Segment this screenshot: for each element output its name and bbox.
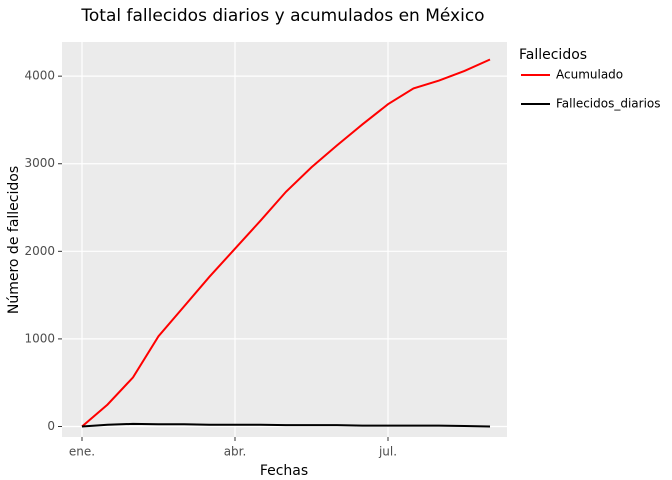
y-axis-title: Número de fallecidos xyxy=(6,166,22,314)
y-tick-label: 4000 xyxy=(24,69,55,83)
line-series xyxy=(81,58,491,428)
x-tick-label: abr. xyxy=(224,445,247,459)
line-series xyxy=(81,422,491,428)
legend-label: Fallecidos_diarios xyxy=(556,97,661,111)
y-tick-label: 0 xyxy=(47,419,55,433)
x-axis-title: Fechas xyxy=(260,463,308,479)
y-tick-label: 1000 xyxy=(24,331,55,345)
legend-title: Fallecidos xyxy=(519,47,587,63)
legend-label: Acumulado xyxy=(556,68,623,82)
x-tick-label: ene. xyxy=(69,445,95,459)
chart-title: Total fallecidos diarios y acumulados en… xyxy=(80,6,484,26)
y-tick-label: 3000 xyxy=(24,156,55,170)
x-tick-label: jul. xyxy=(378,445,397,459)
y-tick-label: 2000 xyxy=(24,244,55,258)
plot-panel xyxy=(62,42,507,437)
